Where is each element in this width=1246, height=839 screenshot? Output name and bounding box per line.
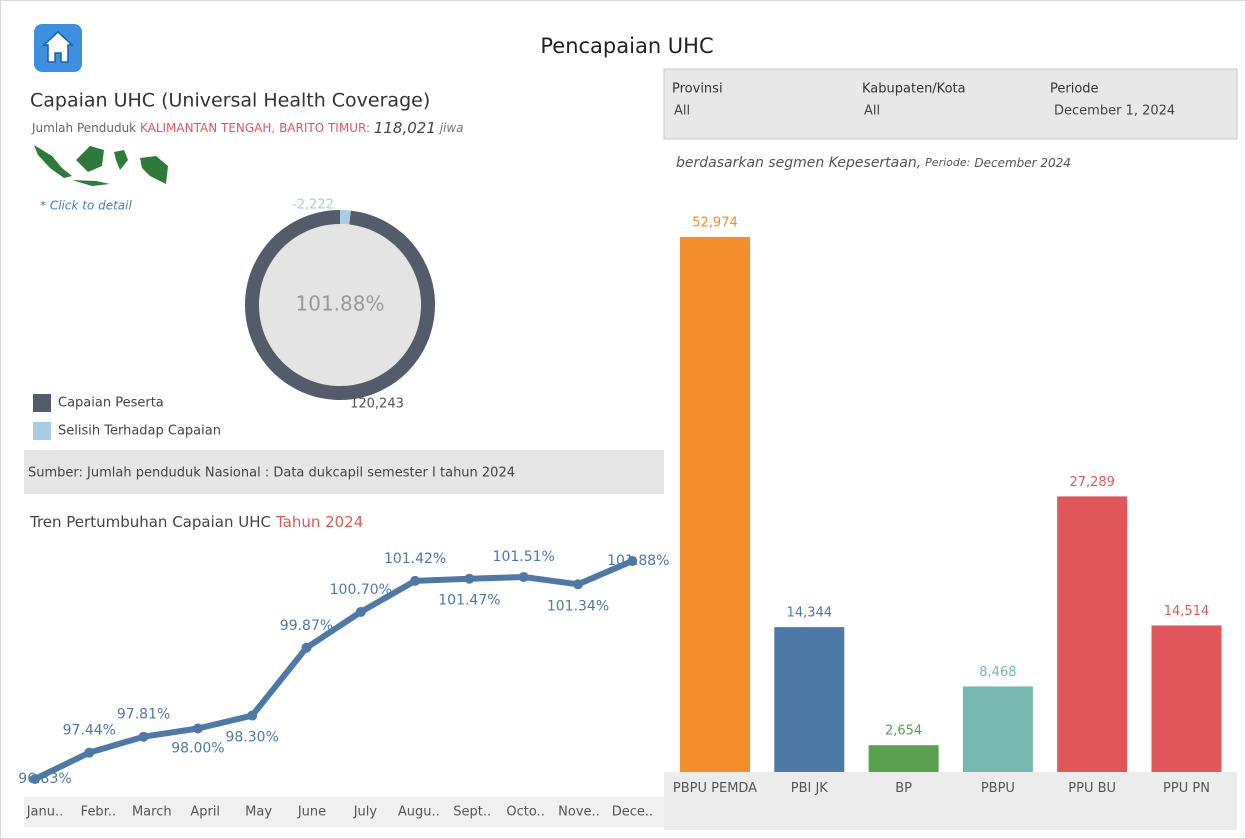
bar-value-label: 14,344 bbox=[787, 606, 833, 621]
line-title-text: Tren Pertumbuhan Capaian UHC bbox=[29, 513, 271, 531]
bar-value-label: 52,974 bbox=[692, 216, 738, 231]
x-tick-label: PBPU PEMDA bbox=[672, 781, 758, 796]
page-title: Pencapaian UHC bbox=[540, 34, 713, 58]
trend-point bbox=[247, 710, 258, 721]
x-tick-label: July bbox=[353, 805, 378, 820]
x-tick-label: PBPU bbox=[980, 781, 1015, 796]
source-box bbox=[24, 450, 664, 494]
line-title: Tren Pertumbuhan Capaian UHC Tahun 2024 bbox=[29, 513, 363, 531]
x-tick-label: Nove.. bbox=[558, 805, 600, 820]
map-hint[interactable]: * Click to detail bbox=[40, 199, 132, 213]
bar-value-label: 2,654 bbox=[885, 724, 922, 739]
donut-value-label: -2,222 bbox=[292, 198, 334, 213]
legend-swatch bbox=[33, 394, 51, 412]
filter-label: Provinsi bbox=[672, 82, 723, 97]
trend-point bbox=[192, 723, 203, 734]
x-tick-label: Janu.. bbox=[26, 805, 64, 820]
trend-value-label: 101.88% bbox=[607, 553, 669, 569]
trend-point bbox=[573, 579, 583, 590]
legend-label: Capaian Peserta bbox=[58, 396, 164, 411]
bar-subtitle-text: berdasarkan segmen Kepesertaan, bbox=[676, 155, 921, 171]
bar bbox=[868, 745, 939, 772]
trend-value-label: 101.51% bbox=[493, 549, 555, 565]
x-tick-label: PPU BU bbox=[1068, 781, 1117, 796]
population-unit: jiwa bbox=[438, 121, 464, 135]
trend-value-label: 101.47% bbox=[438, 593, 500, 609]
trend-point bbox=[464, 573, 475, 584]
trend-value-label: 100.70% bbox=[330, 582, 392, 598]
trend-value-label: 101.42% bbox=[384, 551, 446, 567]
population-line: Jumlah Penduduk KALIMANTAN TENGAH, BARIT… bbox=[31, 119, 464, 137]
source-note: Sumber: Jumlah penduduk Nasional : Data … bbox=[28, 466, 515, 481]
trend-point bbox=[301, 642, 312, 653]
x-tick-label: PBI JK bbox=[790, 781, 828, 796]
filter-value: All bbox=[864, 104, 880, 119]
donut-segment bbox=[245, 210, 435, 400]
x-tick-label: Sept.. bbox=[453, 805, 491, 820]
trend-point bbox=[30, 774, 40, 784]
donut-center-label: 101.88% bbox=[296, 292, 385, 316]
home-button[interactable] bbox=[34, 24, 82, 72]
bar-value-label: 8,468 bbox=[979, 665, 1016, 680]
trend-value-label: 97.44% bbox=[63, 723, 116, 739]
x-tick-label: Febr.. bbox=[81, 805, 116, 820]
trend-point bbox=[138, 731, 149, 742]
filter-label: Periode bbox=[1050, 82, 1099, 97]
donut-segment bbox=[339, 210, 351, 225]
x-tick-label: June bbox=[297, 805, 326, 820]
map[interactable] bbox=[34, 145, 168, 186]
filter-value: December 1, 2024 bbox=[1054, 104, 1175, 119]
province: KALIMANTAN TENGAH, bbox=[140, 121, 275, 135]
regency: BARITO TIMUR: bbox=[279, 121, 370, 135]
trend-value-label: 96.83% bbox=[18, 771, 71, 787]
trend-value-label: 98.00% bbox=[171, 740, 224, 756]
donut-value-label: 120,243 bbox=[350, 397, 404, 412]
x-tick-label: PPU PN bbox=[1163, 781, 1210, 796]
bar bbox=[680, 237, 750, 772]
bar bbox=[1057, 496, 1128, 772]
filter-value: All bbox=[674, 104, 690, 119]
bar bbox=[962, 686, 1033, 772]
trend-value-label: 98.30% bbox=[226, 730, 279, 746]
trend-value-label: 97.81% bbox=[117, 707, 170, 723]
population: 118,021 bbox=[374, 119, 436, 137]
trend-line bbox=[33, 558, 634, 782]
x-tick-label: Augu.. bbox=[398, 805, 440, 820]
x-tick-label: BP bbox=[895, 781, 912, 796]
bar-subtitle: berdasarkan segmen Kepesertaan, Periode: D… bbox=[676, 155, 1071, 171]
summary-title: Capaian UHC (Universal Health Coverage) bbox=[30, 90, 430, 112]
x-tick-label: March bbox=[132, 805, 172, 820]
bar-period-label: Periode: bbox=[925, 156, 970, 169]
x-axis-band bbox=[24, 797, 664, 827]
trend-point bbox=[518, 571, 529, 582]
bar-value-label: 27,289 bbox=[1069, 475, 1115, 490]
trend-point bbox=[355, 606, 366, 617]
x-tick-label: May bbox=[245, 805, 272, 820]
bar bbox=[1151, 625, 1222, 772]
bar bbox=[774, 627, 845, 772]
x-tick-label: Octo.. bbox=[506, 805, 544, 820]
bar-period: December 2024 bbox=[974, 156, 1071, 170]
filter-panel bbox=[663, 68, 1238, 140]
legend-swatch bbox=[33, 422, 51, 440]
x-tick-label: April bbox=[190, 805, 220, 820]
trend-value-label: 99.87% bbox=[280, 618, 333, 634]
population-label: Jumlah Penduduk bbox=[31, 121, 136, 135]
x-tick-label: Dece.. bbox=[612, 805, 653, 820]
trend-value-label: 101.34% bbox=[547, 598, 609, 614]
trend-point bbox=[84, 747, 95, 758]
donut-center bbox=[259, 224, 421, 386]
trend-point bbox=[410, 575, 421, 586]
trend-point bbox=[627, 556, 638, 566]
bar-value-label: 14,514 bbox=[1164, 604, 1210, 619]
line-title-highlight: Tahun 2024 bbox=[275, 513, 363, 531]
legend-label: Selisih Terhadap Capaian bbox=[58, 424, 221, 439]
x-axis-band bbox=[664, 772, 1237, 830]
filter-label: Kabupaten/Kota bbox=[862, 82, 966, 97]
